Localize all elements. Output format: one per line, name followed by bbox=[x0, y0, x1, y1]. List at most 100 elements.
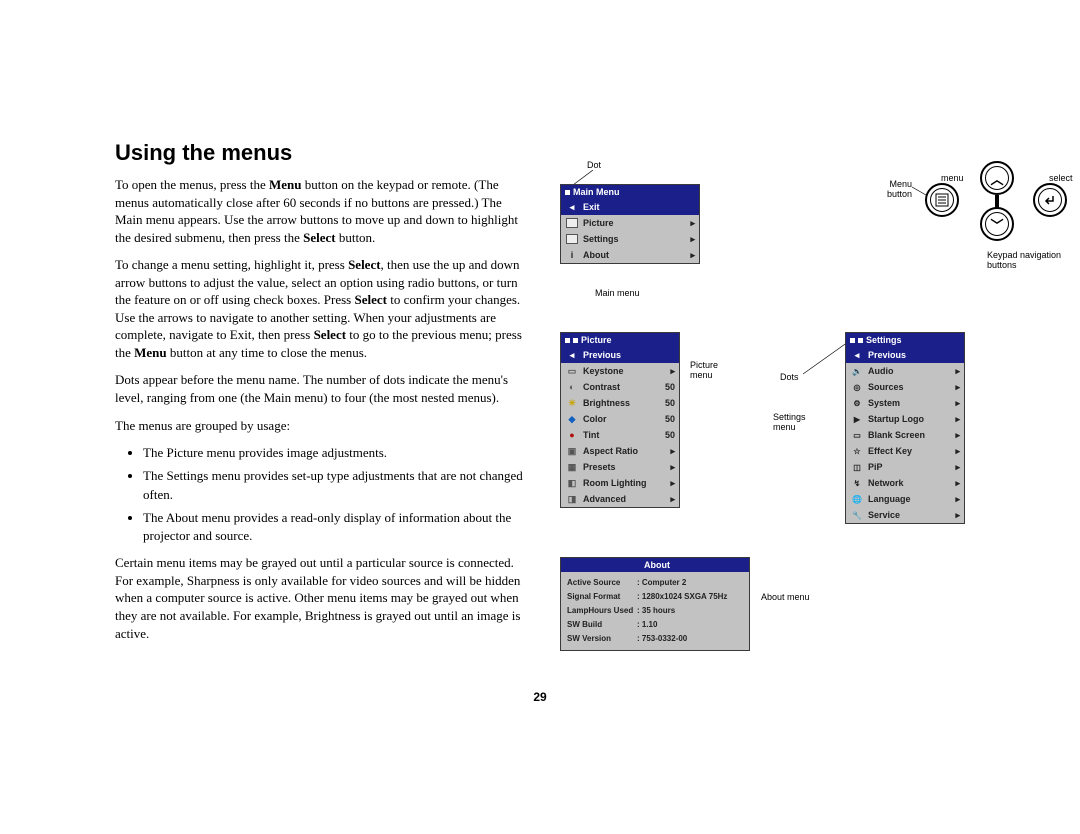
about-key: LampHours Used bbox=[567, 604, 637, 618]
select-label-text: select bbox=[1049, 173, 1073, 183]
menu-label: Sources bbox=[868, 382, 955, 392]
arrow-right-icon bbox=[955, 398, 960, 409]
menu-label-text: menu bbox=[941, 173, 964, 183]
menu-value: 50 bbox=[655, 398, 675, 408]
about-key: Active Source bbox=[567, 576, 637, 590]
menu-label: Service bbox=[868, 510, 955, 520]
about-value: : 1280x1024 SXGA 75Hz bbox=[637, 590, 727, 604]
about-menu-caption: About menu bbox=[761, 592, 810, 602]
menu-title-text: Main Menu bbox=[573, 185, 620, 199]
menu-row: ☆Effect Key bbox=[846, 443, 964, 459]
page-title: Using the menus bbox=[115, 140, 530, 166]
item-icon: ◆ bbox=[565, 413, 579, 425]
arrow-right-icon bbox=[670, 478, 675, 489]
menu-label: Network bbox=[868, 478, 955, 488]
menu-label: Language bbox=[868, 494, 955, 504]
down-button: ﹀ bbox=[980, 207, 1014, 241]
menu-label: PiP bbox=[868, 462, 955, 472]
arrow-left-icon: ◂ bbox=[565, 349, 579, 361]
settings-menu-box: Settings ◂ Previous 🔊Audio ◎ Sources ⚙ Syste… bbox=[845, 332, 965, 524]
menu-label: Aspect Ratio bbox=[583, 446, 670, 456]
keypad-nav-caption: Keypad navigation buttons bbox=[987, 250, 1077, 270]
main-menu-box: Main Menu ◂ Exit Picture Settings i Abou… bbox=[560, 184, 700, 264]
item-icon: ◨ bbox=[565, 493, 579, 505]
item-icon: ▶ bbox=[850, 413, 864, 425]
menu-label: Advanced bbox=[583, 494, 670, 504]
menu-label: Blank Screen bbox=[868, 430, 955, 440]
menu-row: ◎ Sources bbox=[846, 379, 964, 395]
about-value: : Computer 2 bbox=[637, 576, 686, 590]
arrow-right-icon bbox=[690, 250, 695, 261]
paragraph-3: Dots appear before the menu name. The nu… bbox=[115, 371, 530, 406]
arrow-right-icon bbox=[955, 494, 960, 505]
menu-label: Tint bbox=[583, 430, 655, 440]
menu-row: ▭Keystone bbox=[561, 363, 679, 379]
menu-title-text: Picture bbox=[581, 333, 612, 347]
menu-title: About bbox=[561, 558, 749, 572]
menu-title: Settings bbox=[846, 333, 964, 347]
menu-row-previous: ◂ Previous bbox=[846, 347, 964, 363]
about-key: Signal Format bbox=[567, 590, 637, 604]
menu-label: Startup Logo bbox=[868, 414, 955, 424]
menu-row: 🔊Audio bbox=[846, 363, 964, 379]
menu-label: Picture bbox=[583, 218, 690, 228]
paragraph-4: The menus are grouped by usage: bbox=[115, 417, 530, 435]
text-column: Using the menus To open the menus, press… bbox=[115, 140, 530, 652]
menu-label: Presets bbox=[583, 462, 670, 472]
arrow-left-icon: ◂ bbox=[565, 201, 579, 213]
menu-label: Color bbox=[583, 414, 655, 424]
paragraph-5: Certain menu items may be grayed out unt… bbox=[115, 554, 530, 642]
arrow-right-icon bbox=[955, 430, 960, 441]
list-item: The About menu provides a read-only disp… bbox=[143, 509, 530, 547]
menu-label: System bbox=[868, 398, 955, 408]
arrow-right-icon bbox=[670, 366, 675, 377]
arrow-right-icon bbox=[955, 414, 960, 425]
menu-label: Keystone bbox=[583, 366, 670, 376]
enter-icon bbox=[1043, 193, 1057, 207]
menu-title: Picture bbox=[561, 333, 679, 347]
menu-label: Brightness bbox=[583, 398, 655, 408]
menu-row: ◫PiP bbox=[846, 459, 964, 475]
about-row: SW Version: 753-0332-00 bbox=[567, 632, 743, 646]
menu-row: Settings bbox=[561, 231, 699, 247]
dot-icon bbox=[850, 338, 855, 343]
item-icon: ⚙ bbox=[850, 397, 864, 409]
about-value: : 1.10 bbox=[637, 618, 657, 632]
item-icon: ◎ bbox=[850, 381, 864, 393]
item-icon: ☀ bbox=[565, 397, 579, 409]
item-icon: ◧ bbox=[565, 477, 579, 489]
item-icon: 🌐 bbox=[850, 493, 864, 505]
arrow-right-icon bbox=[955, 462, 960, 473]
menu-row: ▶ Startup Logo bbox=[846, 411, 964, 427]
arrow-right-icon bbox=[670, 446, 675, 457]
arrow-right-icon bbox=[955, 446, 960, 457]
arrow-right-icon bbox=[955, 510, 960, 521]
menu-row: ◐Contrast50 bbox=[561, 379, 679, 395]
menu-row: ◨ Advanced bbox=[561, 491, 679, 507]
dot-icon bbox=[565, 338, 570, 343]
item-icon: ▭ bbox=[850, 429, 864, 441]
menu-row: i About bbox=[561, 247, 699, 263]
about-row: LampHours Used: 35 hours bbox=[567, 604, 743, 618]
menu-row: ◆Color50 bbox=[561, 411, 679, 427]
menu-label: Previous bbox=[868, 350, 960, 360]
list-item: The Picture menu provides image adjustme… bbox=[143, 444, 530, 463]
picture-menu-caption: Picture menu bbox=[690, 360, 730, 380]
dot-label: Dot bbox=[587, 160, 601, 170]
menu-label: About bbox=[583, 250, 690, 260]
dot-icon bbox=[573, 338, 578, 343]
info-icon: i bbox=[565, 249, 579, 261]
menu-title-text: About bbox=[644, 558, 670, 572]
menu-row: ☀ Brightness50 bbox=[561, 395, 679, 411]
menu-title-text: Settings bbox=[866, 333, 902, 347]
item-icon: ◐ bbox=[565, 381, 579, 393]
dot-icon bbox=[565, 190, 570, 195]
menu-row-previous: ◂ Previous bbox=[561, 347, 679, 363]
menu-row: ⚙ System bbox=[846, 395, 964, 411]
about-row: Active Source: Computer 2 bbox=[567, 576, 743, 590]
bullet-list: The Picture menu provides image adjustme… bbox=[143, 444, 530, 546]
item-icon: ▣ bbox=[565, 445, 579, 457]
dot-icon bbox=[858, 338, 863, 343]
about-row: Signal Format: 1280x1024 SXGA 75Hz bbox=[567, 590, 743, 604]
up-button: ︿ bbox=[980, 161, 1014, 195]
